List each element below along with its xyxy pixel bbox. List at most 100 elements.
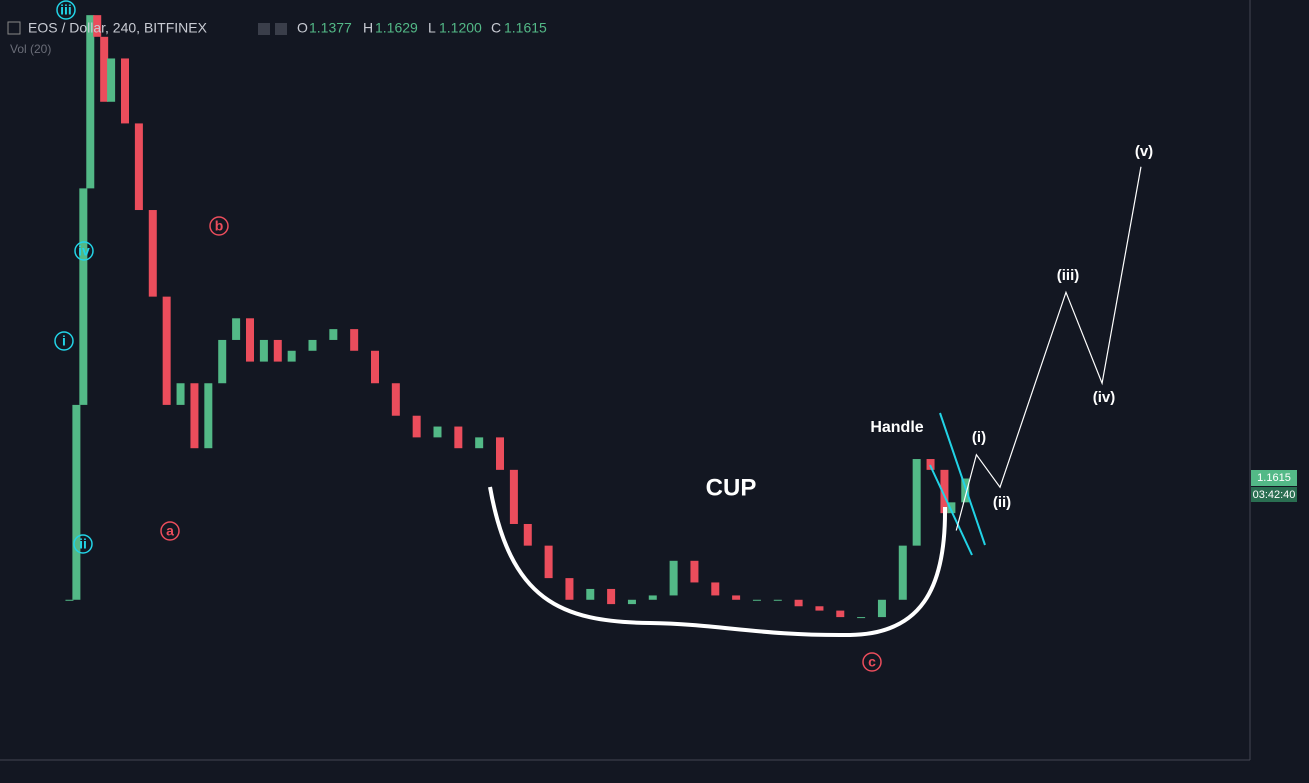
projection-line <box>955 166 1142 531</box>
candle <box>329 329 338 340</box>
wave-label: b <box>215 218 224 234</box>
candle <box>523 523 532 546</box>
candle <box>79 188 88 405</box>
candle <box>773 599 782 601</box>
candle <box>190 383 199 449</box>
candle <box>218 339 227 384</box>
candle <box>100 36 109 102</box>
label-circle <box>862 652 882 672</box>
candle <box>544 545 553 579</box>
wave-labels: iii iv i ii b a c CUP Handle (i) (ii) (i… <box>54 0 1153 672</box>
candle <box>815 606 824 611</box>
candle <box>273 339 282 362</box>
wave-label: iii <box>60 2 72 18</box>
wave-label: (iv) <box>1093 389 1116 406</box>
candle <box>246 318 254 362</box>
wave-label: (v) <box>1135 143 1153 160</box>
price-axis <box>1250 0 1309 783</box>
candle <box>607 588 616 605</box>
candle <box>912 459 921 546</box>
candle <box>836 610 845 618</box>
candle <box>454 426 463 449</box>
candle <box>134 123 143 211</box>
candle <box>259 339 268 362</box>
ohlc-value: 1.1615 <box>504 20 547 36</box>
wave-label: c <box>868 654 876 670</box>
header: EOS / Dollar, 240, BITFINEX O 1.1377 H 1… <box>7 20 547 56</box>
candle <box>926 459 935 470</box>
candle <box>857 617 866 619</box>
candle <box>794 599 803 607</box>
candle <box>509 469 518 524</box>
icon <box>275 23 287 35</box>
candle <box>204 383 213 449</box>
countdown-tag <box>1251 487 1297 502</box>
label-circle <box>54 331 74 351</box>
volume-label: Vol (20) <box>10 42 51 56</box>
candle <box>586 588 595 600</box>
label-circle <box>56 0 76 20</box>
candle <box>496 437 504 470</box>
candle <box>433 426 442 438</box>
ohlc-value: 1.1629 <box>375 20 418 36</box>
projection <box>955 166 1142 531</box>
candle <box>648 595 657 600</box>
candle <box>690 560 699 583</box>
candle <box>72 404 81 600</box>
ohlc-value: 1.1377 <box>309 20 352 36</box>
handle-label: Handle <box>870 419 923 436</box>
candles <box>65 15 970 619</box>
candle <box>350 329 359 351</box>
ohlc-label: C <box>491 20 501 36</box>
candle <box>176 383 185 405</box>
label-circle <box>160 521 180 541</box>
candle <box>475 437 484 449</box>
candle <box>162 296 171 405</box>
candle <box>961 478 970 503</box>
countdown: 03:42:40 <box>1253 489 1296 501</box>
candle <box>65 599 74 601</box>
candle <box>391 383 400 416</box>
wave-label: (iii) <box>1057 267 1080 284</box>
candle <box>93 15 102 37</box>
handle-line <box>929 464 973 556</box>
candle <box>287 350 296 362</box>
price-tag-text: 1.1615 <box>1257 472 1291 484</box>
price-tag <box>1251 470 1297 486</box>
candle <box>308 339 317 351</box>
candle <box>565 578 574 600</box>
wave-label: i <box>62 333 66 349</box>
candle <box>877 599 886 618</box>
candle <box>232 318 241 340</box>
wave-label: (i) <box>972 429 986 446</box>
candle <box>107 58 116 102</box>
candle <box>86 15 95 189</box>
ohlc-label: L <box>428 20 436 36</box>
candle <box>898 545 907 600</box>
candle <box>627 599 636 605</box>
candle <box>148 210 157 297</box>
wave-label: iv <box>78 243 90 259</box>
candle <box>732 595 741 600</box>
candle <box>412 415 421 438</box>
candle <box>371 350 379 384</box>
candle <box>947 502 956 514</box>
ohlc-label: H <box>363 20 373 36</box>
candle <box>711 582 720 596</box>
ohlc-value: 1.1200 <box>439 20 482 36</box>
candle <box>669 560 678 596</box>
label-circle <box>74 241 94 261</box>
handle-line <box>939 412 986 546</box>
candle <box>752 599 761 601</box>
icon <box>7 21 21 35</box>
wave-label: ii <box>79 536 87 552</box>
time-axis <box>0 760 1309 783</box>
label-circle <box>73 534 93 554</box>
wave-label: (ii) <box>993 494 1011 511</box>
candle <box>940 469 949 514</box>
symbol: EOS / Dollar, 240, BITFINEX <box>28 20 208 36</box>
candle <box>121 58 129 124</box>
cup-curve <box>488 486 948 638</box>
